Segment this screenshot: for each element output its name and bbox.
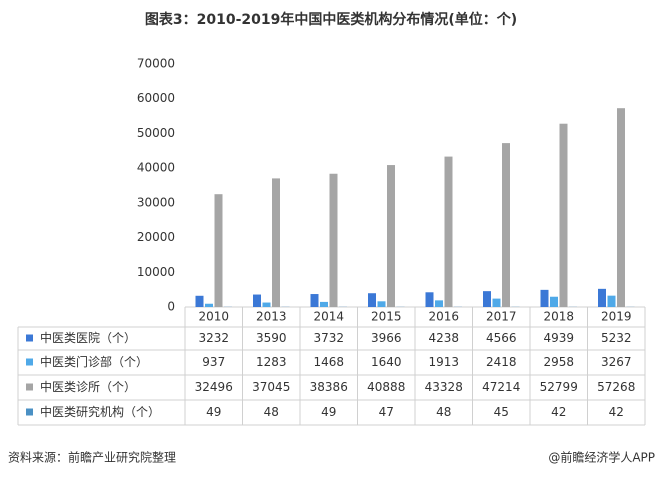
table-value: 37045 (252, 380, 290, 394)
table-value: 43328 (425, 380, 463, 394)
bar (205, 303, 213, 307)
credit: @前瞻经济学人APP (548, 450, 655, 465)
table-value: 2958 (543, 355, 574, 369)
y-tick-label: 60000 (137, 91, 175, 105)
bar (483, 291, 491, 307)
legend-label: 中医类诊所（个） (40, 379, 136, 394)
table-value: 3590 (256, 331, 287, 345)
y-tick-label: 50000 (137, 126, 175, 140)
bar (253, 294, 261, 307)
x-tick-label: 2013 (256, 310, 287, 324)
bar (607, 295, 616, 307)
y-tick-label: 30000 (137, 195, 175, 209)
legend-swatch (26, 383, 33, 391)
bar (329, 173, 338, 307)
y-tick-label: 10000 (137, 265, 175, 279)
table-value: 1468 (313, 355, 344, 369)
bar (435, 300, 443, 307)
bar (425, 292, 434, 307)
x-tick-label: 2010 (198, 310, 229, 324)
legend-label: 中医类门诊部（个） (40, 354, 148, 369)
table-value: 42 (551, 405, 566, 419)
table-value: 3267 (601, 355, 632, 369)
y-tick-label: 40000 (137, 161, 175, 175)
x-tick-label: 2018 (543, 310, 574, 324)
x-tick-label: 2019 (601, 310, 632, 324)
bar (550, 296, 558, 307)
bar (377, 301, 386, 307)
table-value: 40888 (367, 380, 405, 394)
bar (492, 298, 501, 307)
y-tick-label: 20000 (137, 230, 175, 244)
bar (320, 301, 328, 307)
table-value: 45 (494, 405, 509, 419)
bar (444, 156, 453, 307)
table-value: 42 (609, 405, 624, 419)
table-value: 3732 (313, 331, 344, 345)
legend-swatch (26, 334, 33, 342)
table-value: 48 (436, 405, 451, 419)
table-value: 3966 (371, 331, 402, 345)
bar (214, 194, 223, 307)
x-tick-label: 2015 (371, 310, 402, 324)
table-value: 32496 (195, 380, 233, 394)
table-value: 1913 (428, 355, 459, 369)
bar (540, 289, 549, 307)
bar (617, 108, 625, 307)
legend-swatch (26, 358, 33, 366)
y-tick-label: 0 (167, 300, 175, 314)
legend-swatch (26, 408, 33, 416)
table-value: 4566 (486, 331, 517, 345)
bar (195, 295, 204, 307)
legend-label: 中医类医院（个） (40, 330, 136, 345)
table-value: 38386 (310, 380, 348, 394)
x-tick-label: 2016 (428, 310, 459, 324)
bar (272, 178, 280, 307)
table-value: 4939 (543, 331, 574, 345)
x-tick-label: 2017 (486, 310, 517, 324)
table-value: 937 (202, 355, 225, 369)
bar (598, 288, 606, 307)
x-tick-label: 2014 (313, 310, 344, 324)
bar (368, 293, 376, 307)
table-value: 48 (264, 405, 279, 419)
table-value: 52799 (540, 380, 578, 394)
legend-label: 中医类研究机构（个） (40, 404, 160, 419)
bar (262, 302, 271, 307)
table-value: 49 (206, 405, 221, 419)
table-value: 4238 (428, 331, 459, 345)
bar (502, 143, 510, 307)
source: 资料来源：前瞻产业研究院整理 (8, 450, 176, 465)
table-value: 2418 (486, 355, 517, 369)
table-value: 49 (321, 405, 336, 419)
bar (387, 165, 395, 307)
table-value: 47 (379, 405, 394, 419)
table-value: 3232 (198, 331, 229, 345)
table-value: 47214 (482, 380, 520, 394)
bar (559, 123, 568, 308)
y-tick-label: 70000 (137, 57, 175, 71)
table-value: 1640 (371, 355, 402, 369)
chart-title: 图表3：2010-2019年中国中医类机构分布情况(单位：个) (145, 11, 517, 28)
table-value: 5232 (601, 331, 632, 345)
table-value: 57268 (597, 380, 635, 394)
bar (310, 294, 319, 307)
table-value: 1283 (256, 355, 287, 369)
